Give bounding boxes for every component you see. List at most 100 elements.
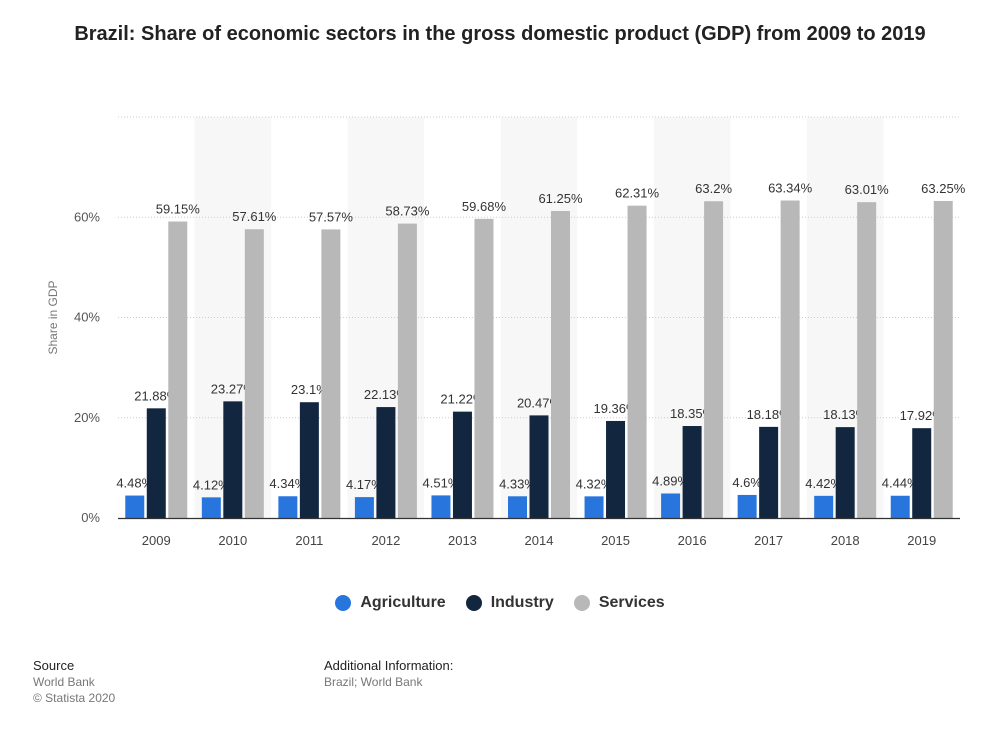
x-tick-label: 2018 [831,533,860,548]
y-tick-label: 40% [74,310,100,325]
x-tick-label: 2013 [448,533,477,548]
data-label-agriculture: 4.42% [805,476,842,491]
bar-services [551,210,570,518]
legend-item-industry[interactable]: Industry [465,594,554,612]
data-label-agriculture: 4.34% [269,476,306,491]
data-label-agriculture: 4.32% [576,476,613,491]
data-label-industry: 21.88% [134,388,179,403]
chart-canvas: 0% 20% 40% 60% Share in GDP 4.48% 21.88% 59.15%… [46,116,966,548]
bar-services [704,201,724,518]
y-axis-label: Share in GDP [46,280,60,354]
data-label-services: 59.15% [156,202,201,217]
y-tick-label: 60% [74,209,100,224]
legend-swatch-services [573,595,590,611]
bar-industry [606,420,626,518]
data-label-industry: 18.13% [823,407,868,422]
data-label-agriculture: 4.89% [652,473,689,488]
source-block: Source World Bank © Statista 2020 [33,657,115,706]
bar-industry [912,428,932,518]
x-tick-label: 2012 [371,533,400,548]
data-label-services: 63.01% [845,182,890,197]
bar-industry [529,415,549,518]
legend-label-agriculture: Agriculture [360,594,446,611]
x-tick-label: 2019 [907,533,936,548]
x-tick-label: 2016 [678,533,707,548]
x-tick-label: 2017 [754,533,783,548]
bar-services [321,229,341,519]
legend-item-agriculture[interactable]: Agriculture [335,594,446,612]
bar-industry [146,408,166,518]
bar-services [627,205,647,518]
x-tick-label: 2011 [295,533,323,548]
chart-title: Brazil: Share of economic sectors in the… [74,23,926,45]
additional-info-line: Brazil; World Bank [324,675,423,689]
bar-agriculture [125,495,145,518]
data-label-industry: 23.27% [211,381,256,396]
data-label-industry: 21.22% [440,392,485,407]
data-label-services: 61.25% [538,191,583,206]
y-tick-label: 0% [81,510,100,525]
x-tick-label: 2010 [218,533,247,548]
bar-industry [835,427,855,518]
bar-agriculture [431,495,451,518]
x-tick-label: 2009 [142,533,171,548]
legend-label-services: Services [598,594,665,611]
y-tick-label: 20% [74,410,100,425]
additional-info-block: Additional Information: Brazil; World Ba… [324,657,453,690]
data-label-industry: 19.36% [593,401,638,416]
data-label-industry: 20.47% [517,395,562,410]
bar-agriculture [737,494,757,518]
source-line[interactable]: World Bank [33,675,95,689]
data-label-services: 63.34% [768,181,813,196]
bar-services [244,229,264,519]
bar-agriculture [661,493,681,518]
additional-info-heading: Additional Information: [324,658,454,673]
data-label-industry: 23.1% [291,382,328,397]
bar-agriculture [354,497,374,518]
data-label-industry: 17.92% [900,408,945,423]
bar-services [397,223,417,518]
data-label-industry: 22.13% [364,387,409,402]
bar-agriculture [278,496,298,518]
x-tick-label: 2014 [525,533,554,548]
data-label-services: 59.68% [462,199,507,214]
legend-label-industry: Industry [490,594,554,611]
data-label-industry: 18.35% [670,406,715,421]
legend: Agriculture Industry Services [0,594,1000,612]
legend-swatch-industry [465,595,482,611]
data-label-services: 62.31% [615,186,660,201]
bar-industry [452,411,472,518]
data-label-agriculture: 4.48% [116,476,153,491]
bar-agriculture [814,495,834,518]
data-label-services: 63.2% [695,181,732,196]
data-label-agriculture: 4.6% [732,475,762,490]
data-label-industry: 18.18% [747,407,792,422]
data-label-agriculture: 4.12% [193,477,230,492]
bar-services [780,200,800,519]
x-tick-label: 2015 [601,533,630,548]
data-label-agriculture: 4.51% [423,475,460,490]
bar-industry [682,426,702,518]
bar-agriculture [201,497,221,518]
bar-services [168,221,188,518]
data-label-services: 57.61% [232,209,277,224]
bar-industry [376,407,396,518]
data-label-services: 63.25% [921,181,966,196]
source-heading: Source [33,658,75,673]
legend-swatch-agriculture [335,595,352,611]
data-label-agriculture: 4.17% [346,477,383,492]
data-label-services: 58.73% [385,204,430,219]
legend-item-services[interactable]: Services [573,594,665,612]
bar-agriculture [508,496,527,518]
bar-industry [299,402,319,518]
bar-industry [223,401,243,518]
bar-services [933,200,953,518]
bar-agriculture [890,495,910,518]
copyright-line[interactable]: © Statista 2020 [33,691,116,705]
bar-industry [759,426,779,518]
data-label-agriculture: 4.44% [882,476,919,491]
bar-agriculture [584,496,604,518]
bar-services [474,218,494,518]
data-label-services: 57.57% [309,209,354,224]
data-label-agriculture: 4.33% [499,476,536,491]
